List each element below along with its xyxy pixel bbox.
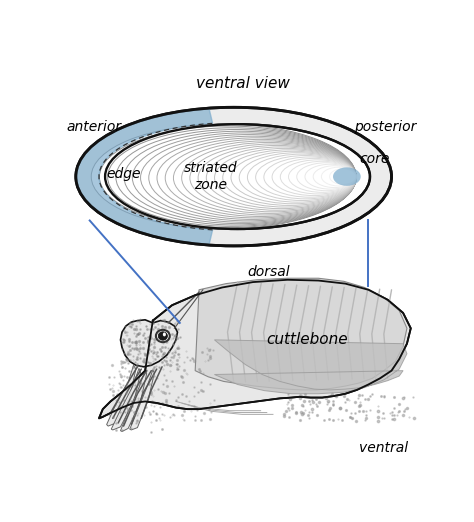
Ellipse shape bbox=[182, 143, 356, 213]
Text: dorsal: dorsal bbox=[247, 265, 290, 279]
Ellipse shape bbox=[215, 148, 356, 207]
Ellipse shape bbox=[76, 108, 392, 246]
Ellipse shape bbox=[124, 131, 356, 223]
Ellipse shape bbox=[108, 128, 356, 227]
Ellipse shape bbox=[105, 124, 370, 229]
Ellipse shape bbox=[91, 124, 356, 229]
Polygon shape bbox=[111, 369, 140, 430]
Text: ventral: ventral bbox=[359, 441, 409, 455]
Polygon shape bbox=[99, 280, 411, 418]
Ellipse shape bbox=[190, 144, 356, 212]
Ellipse shape bbox=[239, 152, 356, 202]
Ellipse shape bbox=[329, 169, 356, 184]
Ellipse shape bbox=[141, 135, 356, 221]
Ellipse shape bbox=[100, 126, 356, 228]
Text: edge: edge bbox=[107, 167, 141, 181]
Polygon shape bbox=[120, 370, 146, 432]
Polygon shape bbox=[130, 370, 155, 430]
Ellipse shape bbox=[321, 167, 356, 186]
Ellipse shape bbox=[272, 158, 356, 196]
Text: core: core bbox=[359, 152, 390, 166]
Ellipse shape bbox=[132, 133, 356, 222]
Ellipse shape bbox=[289, 161, 356, 192]
Ellipse shape bbox=[157, 138, 356, 218]
Ellipse shape bbox=[231, 151, 356, 204]
Ellipse shape bbox=[156, 330, 170, 342]
Polygon shape bbox=[214, 340, 407, 394]
Ellipse shape bbox=[247, 154, 356, 200]
Ellipse shape bbox=[305, 164, 356, 189]
Ellipse shape bbox=[333, 168, 361, 186]
Ellipse shape bbox=[165, 139, 356, 217]
Ellipse shape bbox=[206, 147, 356, 209]
Ellipse shape bbox=[116, 129, 356, 225]
Polygon shape bbox=[195, 278, 407, 390]
Ellipse shape bbox=[280, 160, 356, 194]
Ellipse shape bbox=[264, 157, 356, 197]
Ellipse shape bbox=[313, 165, 356, 187]
Text: ventral view: ventral view bbox=[196, 77, 290, 91]
Ellipse shape bbox=[158, 332, 167, 340]
Text: striated
zone: striated zone bbox=[184, 161, 237, 192]
Text: anterior: anterior bbox=[66, 121, 122, 134]
Polygon shape bbox=[120, 320, 177, 367]
Polygon shape bbox=[76, 108, 213, 245]
Ellipse shape bbox=[223, 150, 356, 206]
Ellipse shape bbox=[255, 156, 356, 199]
Ellipse shape bbox=[163, 333, 166, 336]
Ellipse shape bbox=[149, 136, 356, 219]
Ellipse shape bbox=[173, 141, 356, 215]
Text: cuttlebone: cuttlebone bbox=[266, 333, 347, 347]
Text: posterior: posterior bbox=[354, 121, 416, 134]
Ellipse shape bbox=[297, 163, 356, 191]
Ellipse shape bbox=[198, 146, 356, 210]
Polygon shape bbox=[107, 365, 136, 426]
